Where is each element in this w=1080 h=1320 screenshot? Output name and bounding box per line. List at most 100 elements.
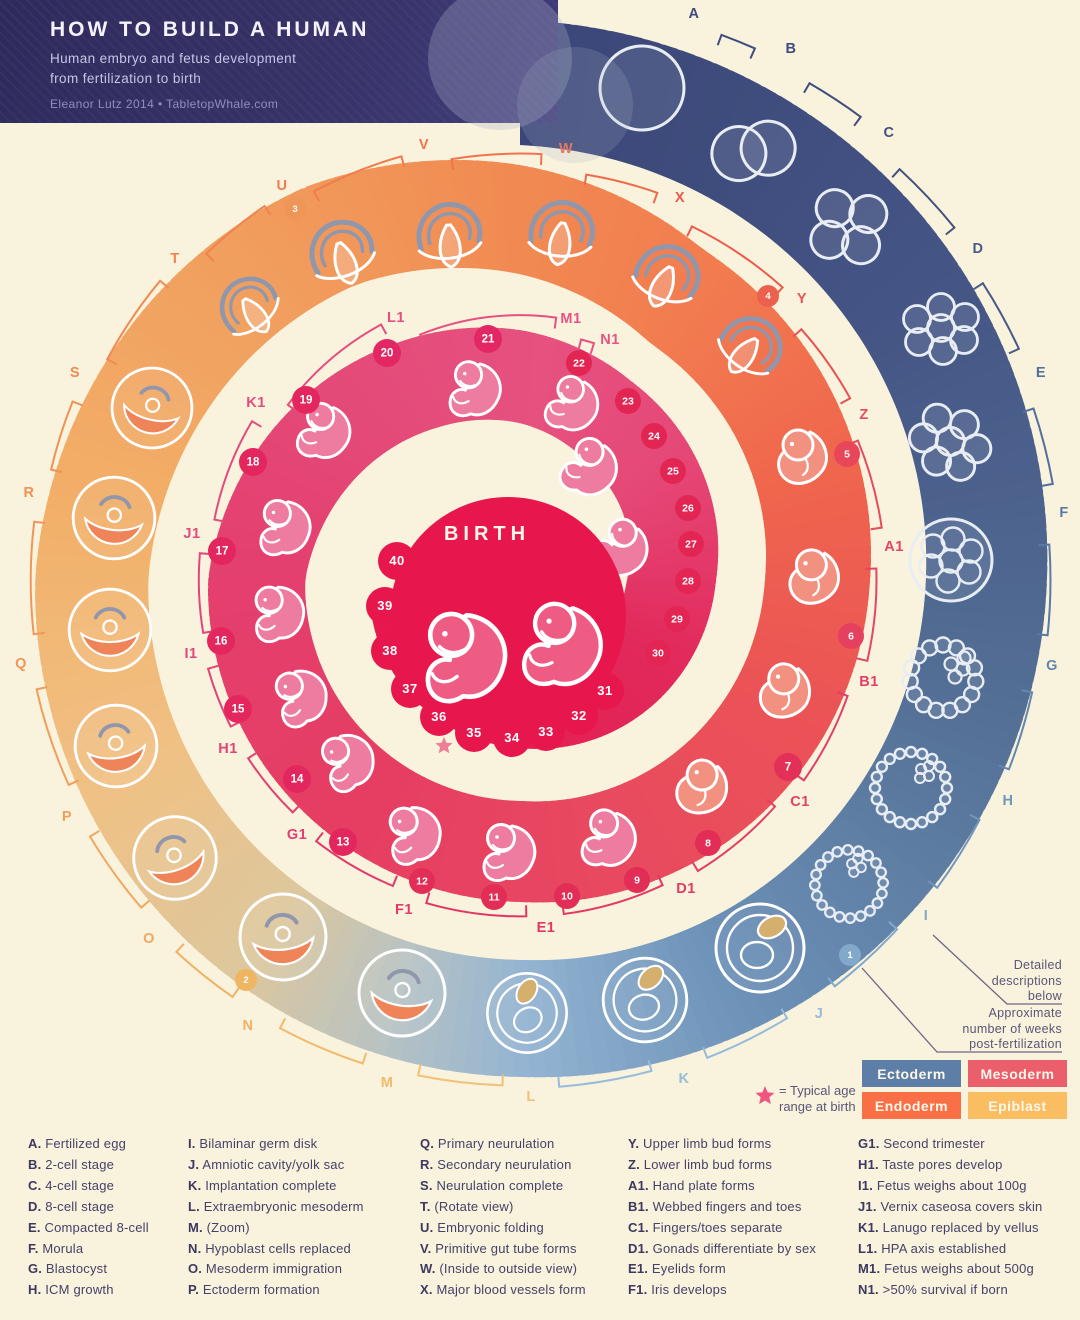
description-column-2: I. Bilaminar germ disk J. Amniotic cavity… (188, 1134, 364, 1301)
week-badge-12 (409, 868, 435, 894)
svg-text:30: 30 (652, 647, 664, 659)
disc-embryo-icon (71, 475, 157, 561)
week-bump-35 (455, 714, 493, 752)
stage-bracket-J (702, 1008, 789, 1060)
stage-description-N: N. Hypoblast cells replaced (188, 1240, 351, 1256)
svg-text:5: 5 (844, 448, 850, 460)
stage-description-L: L. Extraembryonic mesoderm (188, 1198, 364, 1214)
stage-letter-K: K (679, 1071, 690, 1087)
week-badge-10 (554, 883, 580, 909)
germ-layer-legend: Ectoderm Mesoderm Endoderm Epiblast (862, 1060, 1067, 1119)
svg-text:27: 27 (685, 538, 697, 550)
description-column-1: A. Fertilized egg B. 2-cell stage C. 4-cel… (28, 1134, 149, 1301)
legend-mesoderm: Mesoderm (968, 1060, 1067, 1087)
svg-text:29: 29 (671, 613, 683, 625)
week-badge-26 (675, 495, 701, 521)
stage-bracket-O (88, 830, 151, 910)
stage-letter-N1: N1 (600, 332, 620, 348)
emb-embryo-icon (788, 548, 840, 605)
svg-text:15: 15 (232, 704, 245, 716)
stage-letter-S: S (70, 365, 80, 381)
stage-letter-C1: C1 (790, 794, 810, 810)
note-connector-line (932, 934, 1062, 1005)
week-badge-6 (838, 623, 864, 649)
stage-bracket-H1 (206, 664, 241, 728)
stage-letter-A: A (689, 6, 700, 22)
week-badge-25 (660, 458, 686, 484)
stage-bracket-K1 (286, 323, 388, 413)
description-column-3: Q. Primary neurulation R. Secondary neuru… (420, 1134, 586, 1301)
stage-letter-U: U (277, 178, 288, 194)
description-column-5: G1. Second trimester H1. Taste pores deve… (858, 1134, 1042, 1301)
stage-letter-D1: D1 (676, 881, 696, 897)
week-badge-2 (235, 969, 257, 991)
newborn-layer (425, 601, 603, 704)
stage-description-G1: G1. Second trimester (858, 1136, 985, 1151)
stage-description-H: H. ICM growth (28, 1282, 114, 1298)
stage-letter-M1: M1 (560, 311, 581, 327)
stage-bracket-X (686, 225, 785, 297)
svg-text:7: 7 (785, 762, 791, 774)
stage-bracket-B (803, 81, 863, 127)
week-badge-24 (641, 423, 667, 449)
stage-bracket-L1 (418, 314, 558, 346)
stage-bracket-A1 (856, 567, 878, 662)
svg-text:23: 23 (622, 395, 634, 407)
week-badge-1 (839, 944, 861, 966)
neur-embryo-icon (717, 316, 783, 376)
neur-embryo-icon (219, 276, 280, 336)
fet-embryo-icon (482, 823, 537, 882)
svg-text:10: 10 (561, 890, 573, 902)
stage-bracket-D (973, 281, 1021, 355)
week-badge-7 (774, 753, 802, 781)
stage-description-N1: N1. >50% survival if born (858, 1282, 1008, 1298)
svg-text:31: 31 (597, 683, 612, 698)
embryo-icons (67, 44, 994, 1054)
svg-text:28: 28 (682, 575, 694, 587)
stage-bracket-R (49, 400, 84, 474)
stage-bracket-I (827, 921, 899, 988)
stage-bracket-E1 (425, 892, 528, 918)
svg-text:25: 25 (667, 465, 679, 477)
week-badge-16 (207, 627, 235, 655)
legend-epiblast: Epiblast (968, 1092, 1067, 1119)
stage-bracket-L (417, 1064, 504, 1087)
week-badge-20 (373, 339, 401, 367)
stage-brackets (29, 33, 1054, 1088)
stage-description-G: G. Blastocyst (28, 1261, 108, 1277)
typical-birth-age-star (755, 1086, 775, 1105)
stage-letter-L: L (526, 1089, 535, 1105)
neur-embryo-icon (631, 244, 701, 308)
stage-letter-T: T (170, 251, 179, 267)
stage-bracket-S (105, 279, 170, 366)
stage-description-U: U. Embryonic folding (420, 1219, 544, 1235)
stage-description-J: J. Amniotic cavity/yolk sac (188, 1156, 345, 1172)
stage-letter-I: I (924, 908, 929, 924)
stage-bracket-E (1022, 407, 1054, 487)
header-block: HOW TO BUILD A HUMAN Human embryo and fe… (0, 0, 558, 123)
note-detailed-descriptions: Detailed descriptions below (991, 958, 1062, 1003)
stage-bracket-F (1036, 543, 1052, 637)
stage-letter-L1: L1 (387, 310, 405, 326)
stage-description-K1: K1. Lanugo replaced by vellus (858, 1219, 1039, 1235)
fet-embryo-icon (543, 374, 600, 432)
stage-description-X: X. Major blood vessels form (420, 1282, 586, 1298)
fet-embryo-icon (259, 498, 312, 557)
stage-letter-A1: A1 (884, 539, 904, 555)
stage-bracket-G (998, 689, 1034, 771)
blast-embryo-icon (901, 636, 985, 719)
stage-letter-H1: H1 (218, 741, 238, 757)
stage-bracket-G1 (246, 751, 302, 814)
c2-embryo-icon (710, 119, 797, 183)
stage-bracket-W (583, 173, 659, 204)
stage-letter-N: N (243, 1018, 254, 1034)
page-subtitle: Human embryo and fetus development from … (50, 51, 297, 86)
fet-embryo-icon (580, 808, 637, 867)
typical-birth-age-star (435, 737, 453, 754)
week-badge-4 (757, 285, 779, 307)
stage-description-T: T. (Rotate view) (420, 1198, 514, 1214)
stage-description-B1: B1. Webbed fingers and toes (628, 1198, 802, 1214)
week-bump-34 (493, 719, 531, 757)
